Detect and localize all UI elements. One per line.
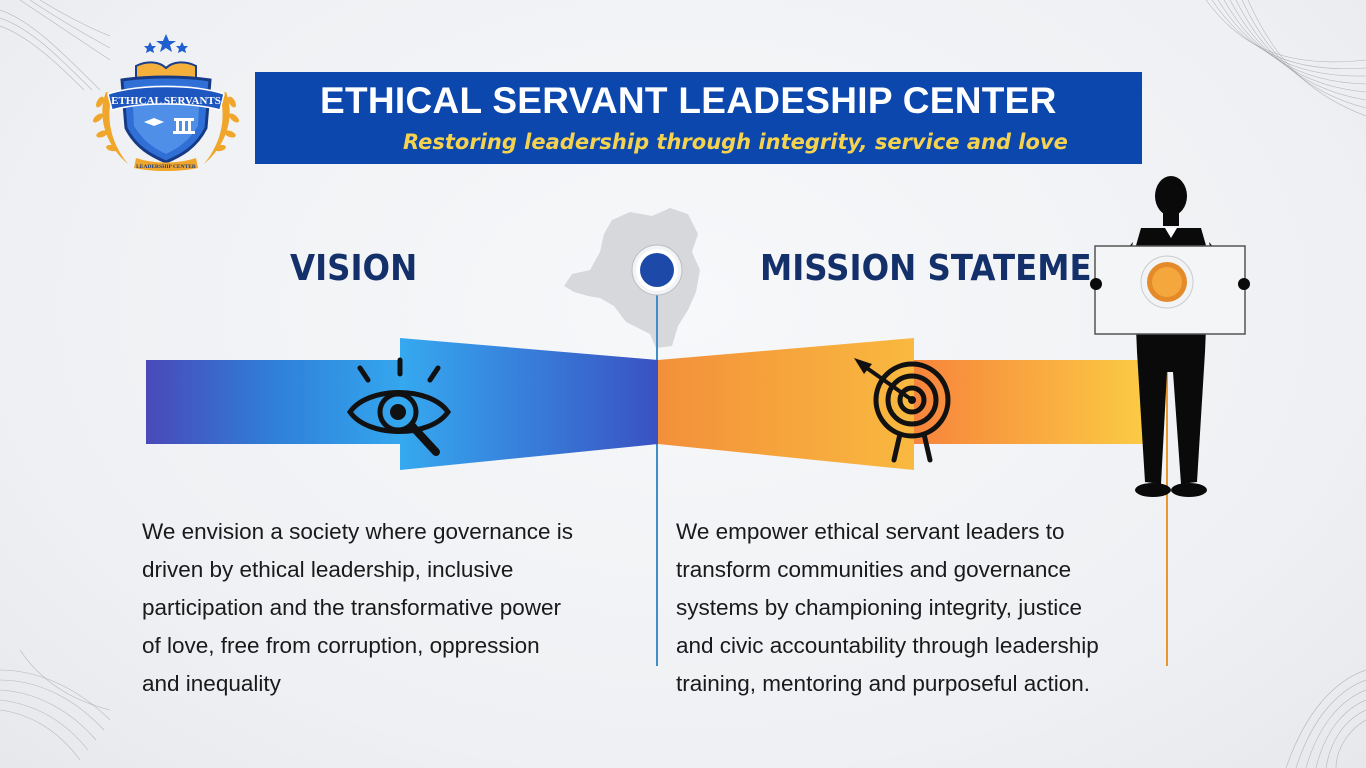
mission-ribbon — [658, 338, 1148, 470]
vision-title: VISION — [290, 248, 418, 289]
decorative-swirl-bottom-left — [0, 650, 110, 761]
target-arrow-icon — [862, 361, 951, 463]
page-title: ETHICAL SERVANT LEADESHIP CENTER — [320, 80, 1057, 121]
mission-title: MISSION STATEMENT — [760, 248, 1141, 289]
vision-line: We envision a society where governance i… — [142, 519, 574, 544]
vision-line: and inequality — [142, 671, 281, 696]
mission-line: systems by championing integrity, justic… — [676, 595, 1082, 620]
decorative-swirl-top-right — [1205, 0, 1366, 117]
mission-description: We empower ethical servant leaders to tr… — [676, 513, 1166, 703]
vision-ribbon — [146, 338, 658, 470]
logo-bottom-text: LEADERSHIP CENTER — [136, 164, 197, 170]
header-banner: ETHICAL SERVANT LEADESHIP CENTER Restori… — [255, 72, 1142, 164]
page-subtitle: Restoring leadership through integrity, … — [403, 130, 1068, 154]
decorative-swirl-top-left — [0, 0, 110, 90]
vision-connector-line — [656, 292, 658, 666]
mission-line: and civic accountability through leaders… — [676, 633, 1099, 658]
vision-line: participation and the transformative pow… — [142, 595, 561, 620]
logo-banner-text: ETHICAL SERVANTS — [111, 95, 221, 107]
laurel-wreath — [93, 92, 239, 164]
eye-search-icon — [346, 357, 452, 456]
mission-line: training, mentoring and purposeful actio… — [676, 671, 1091, 696]
vision-connector-dot — [631, 244, 683, 296]
country-map-silhouette — [564, 208, 700, 348]
decorative-swirl-bottom-right — [1285, 669, 1366, 768]
mission-line: transform communities and governance — [676, 557, 1072, 582]
mission-connector-line — [1166, 300, 1168, 666]
mission-line: We empower ethical servant leaders to — [676, 519, 1065, 544]
vision-line: of love, free from corruption, oppressio… — [142, 633, 540, 658]
businessman-holding-sign — [1090, 176, 1250, 497]
ethical-servants-logo: ETHICAL SERVANTS LEADERSHIP CENTER — [93, 34, 239, 171]
vision-description: We envision a society where governance i… — [142, 513, 642, 703]
vision-line: driven by ethical leadership, inclusive — [142, 557, 514, 582]
